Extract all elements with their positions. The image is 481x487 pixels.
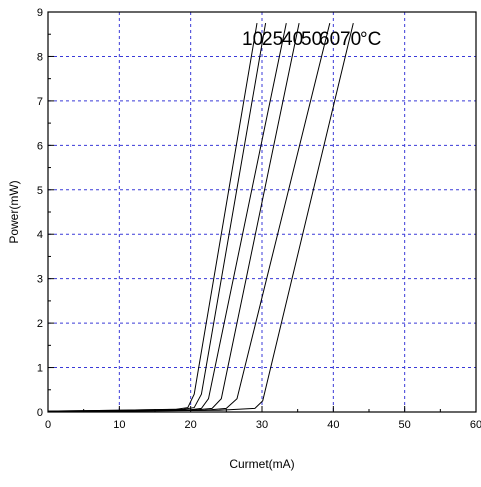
grid	[48, 12, 476, 412]
curve-label-25: 25	[262, 29, 283, 50]
y-tick-label: 7	[37, 96, 43, 108]
curve-label-70: 70	[340, 29, 361, 50]
x-tick-label: 50	[399, 419, 411, 431]
x-tick-label: 0	[45, 419, 51, 431]
x-tick-label: 60	[470, 419, 481, 431]
series-line-40	[47, 22, 287, 413]
y-tick-label: 1	[37, 363, 43, 375]
y-tick-label: 4	[37, 229, 43, 241]
x-tick-label: 40	[327, 419, 339, 431]
x-tick-label: 20	[185, 419, 197, 431]
curve-label-40: 40	[282, 29, 303, 50]
series-line-25	[47, 23, 267, 412]
y-tick-label: 8	[37, 51, 43, 63]
x-tick-label: 10	[113, 419, 125, 431]
axis-ticks	[47, 11, 477, 413]
x-axis-label: Curmet(mA)	[229, 457, 294, 471]
y-tick-label: 6	[37, 140, 43, 152]
curve-label-10: 10	[242, 29, 263, 50]
x-tick-label: 30	[256, 419, 268, 431]
curve-label-60: 60	[319, 29, 340, 50]
series-line-50	[47, 22, 300, 413]
y-tick-label: 9	[37, 7, 43, 19]
y-axis-label: Power(mW)	[7, 180, 21, 243]
y-tick-label: 0	[37, 407, 43, 419]
series-line-10	[47, 23, 258, 412]
y-tick-label: 3	[37, 274, 43, 286]
y-tick-label: 2	[37, 318, 43, 330]
series-group	[47, 22, 354, 413]
y-tick-label: 5	[37, 185, 43, 197]
curve-label-50: 50	[301, 29, 322, 50]
series-line-70	[47, 22, 354, 413]
curve-label-unit: °C	[360, 29, 381, 50]
